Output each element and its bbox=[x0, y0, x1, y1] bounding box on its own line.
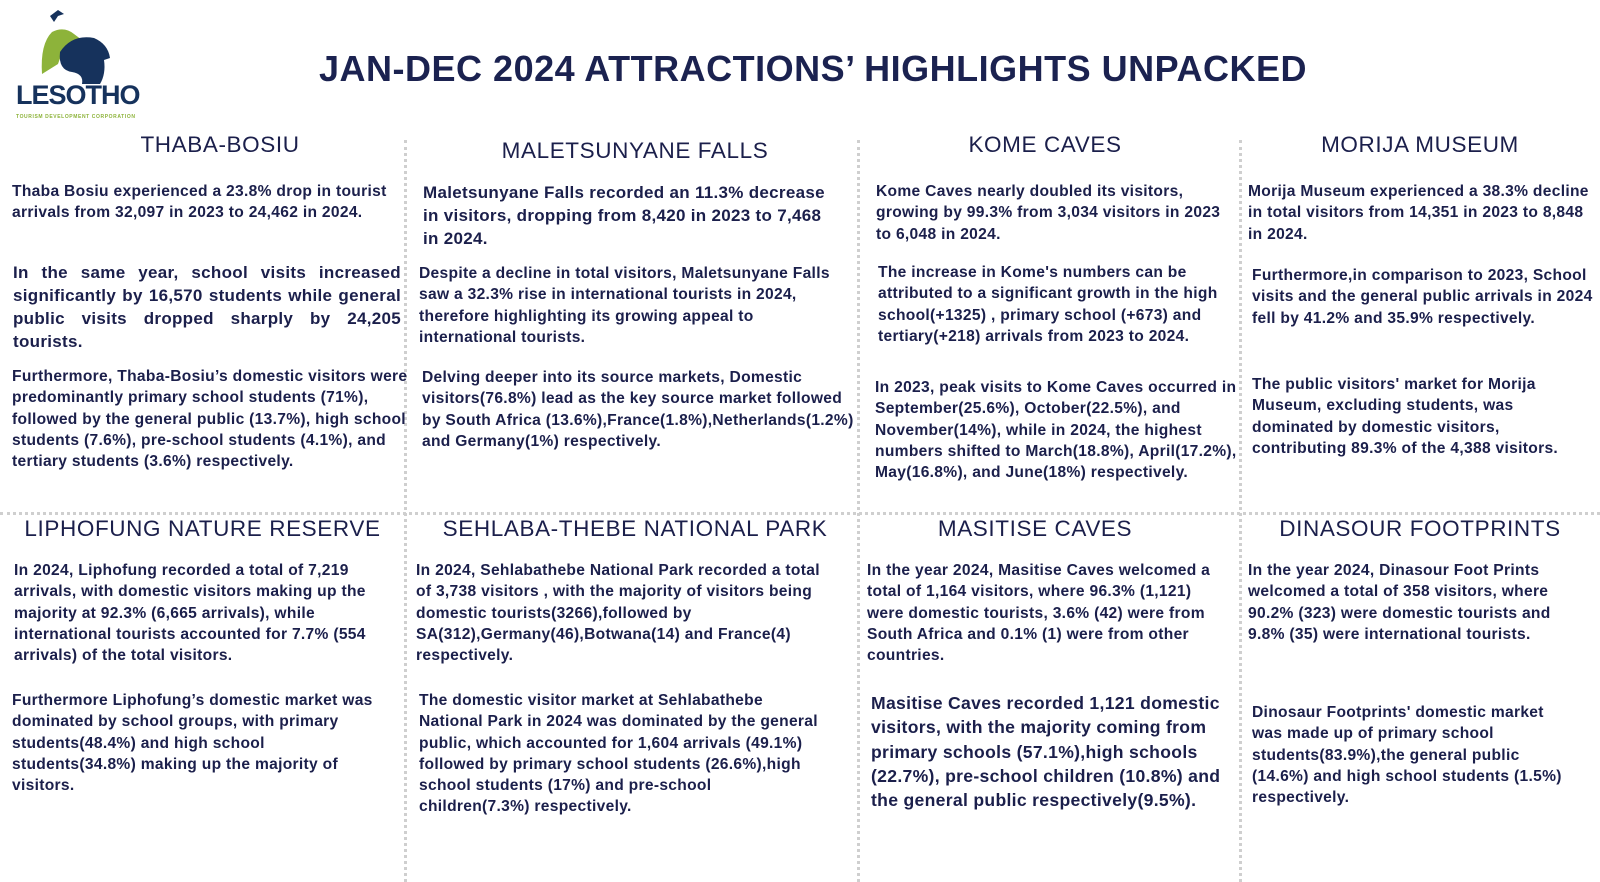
divider bbox=[1239, 140, 1242, 882]
section-title: DINASOUR FOOTPRINTS bbox=[1279, 516, 1561, 541]
paragraph: In the year 2024, Dinasour Foot Prints w… bbox=[1248, 562, 1551, 643]
paragraph: Furthermore Liphofung’s domestic market … bbox=[12, 692, 373, 795]
paragraph: In the year 2024, Masitise Caves welcome… bbox=[867, 562, 1211, 665]
paragraph: Dinosaur Footprints' domestic market was… bbox=[1252, 704, 1562, 807]
paragraph: Masitise Caves recorded 1,121 domestic v… bbox=[871, 693, 1221, 811]
paragraph: The domestic visitor market at Sehlabath… bbox=[419, 692, 818, 816]
divider bbox=[0, 512, 1600, 515]
section-title: SEHLABA-THEBE NATIONAL PARK bbox=[442, 516, 828, 541]
logo-text: LESOTHO bbox=[16, 80, 141, 110]
paragraph: Furthermore, Thaba-Bosiu’s domestic visi… bbox=[12, 368, 408, 471]
paragraph: In 2023, peak visits to Kome Caves occur… bbox=[875, 379, 1237, 482]
divider bbox=[404, 140, 407, 882]
paragraph: In 2024, Sehlabathebe National Park reco… bbox=[416, 562, 820, 665]
section-title: MASITISE CAVES bbox=[937, 516, 1133, 541]
page-title: JAN-DEC 2024 ATTRACTIONS’ HIGHLIGHTS UNP… bbox=[319, 48, 1307, 89]
paragraph: In the same year, school visits increase… bbox=[13, 263, 401, 351]
logo-subtitle: TOURISM DEVELOPMENT CORPORATION bbox=[16, 114, 136, 120]
paragraph: Kome Caves nearly doubled its visitors, … bbox=[876, 183, 1221, 243]
paragraph: Morija Museum experienced a 38.3% declin… bbox=[1248, 183, 1589, 243]
section-title: MORIJA MUSEUM bbox=[1321, 132, 1519, 157]
paragraph: The increase in Kome's numbers can be at… bbox=[878, 264, 1218, 345]
paragraph: Thaba Bosiu experienced a 23.8% drop in … bbox=[12, 183, 387, 222]
paragraph: Delving deeper into its source markets, … bbox=[422, 369, 854, 450]
paragraph: The public visitors' market for Morija M… bbox=[1252, 376, 1559, 457]
section-title: LIPHOFUNG NATURE RESERVE bbox=[24, 516, 381, 541]
logo-horse-icon bbox=[41, 10, 110, 84]
paragraph: Maletsunyane Falls recorded an 11.3% dec… bbox=[423, 183, 825, 248]
divider bbox=[857, 140, 860, 882]
paragraph: In 2024, Liphofung recorded a total of 7… bbox=[14, 562, 366, 665]
section-title: THABA-BOSIU bbox=[140, 132, 300, 157]
paragraph: Furthermore,in comparison to 2023, Schoo… bbox=[1252, 267, 1593, 327]
paragraph: Despite a decline in total visitors, Mal… bbox=[419, 265, 830, 346]
section-title: KOME CAVES bbox=[968, 132, 1122, 157]
section-title: MALETSUNYANE FALLS bbox=[501, 138, 769, 163]
